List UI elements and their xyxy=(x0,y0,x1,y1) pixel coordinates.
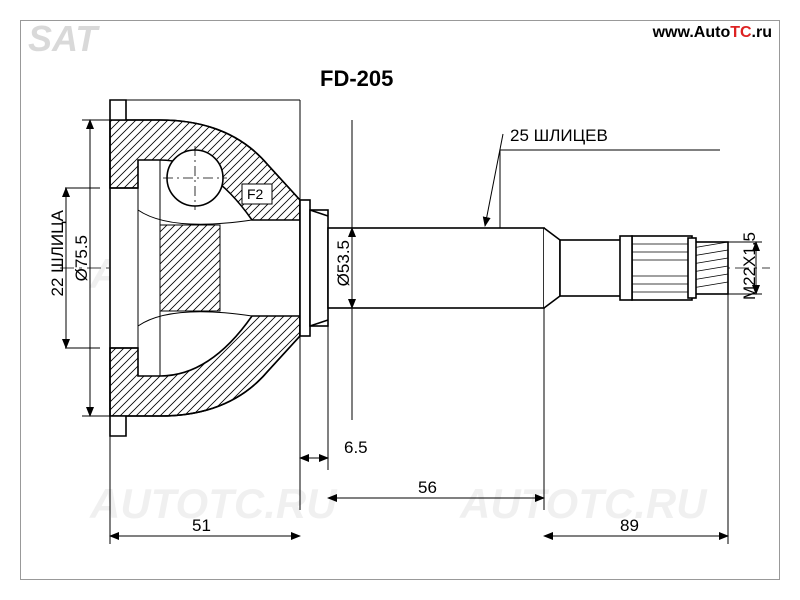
dim-outer-diameter: Ø75.5 xyxy=(72,235,92,281)
dim-offset-small: 6.5 xyxy=(344,438,368,458)
dim-splines-right: 25 ШЛИЦЕВ xyxy=(510,126,608,146)
technical-drawing: F2 xyxy=(0,0,800,600)
dim-splines-left: 22 ШЛИЦА xyxy=(48,210,68,297)
mark-f2-text: F2 xyxy=(247,186,264,202)
dim-len-right: 89 xyxy=(620,516,639,536)
dim-thread: M22X1.5 xyxy=(740,232,760,300)
dim-len-left: 51 xyxy=(192,516,211,536)
dim-len-mid: 56 xyxy=(418,478,437,498)
dim-inner-diameter: Ø53.5 xyxy=(334,240,354,286)
mark-f2: F2 xyxy=(242,184,272,204)
